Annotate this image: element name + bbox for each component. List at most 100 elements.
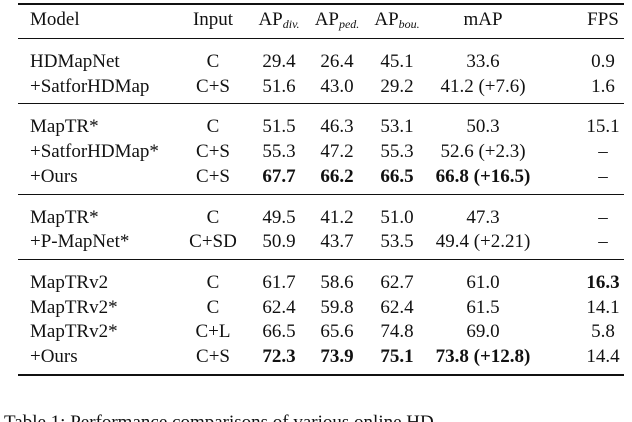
table-cell: 41.2 (+7.6) [440, 75, 526, 97]
header-text: AP [314, 9, 339, 30]
header-cell: APped. [315, 9, 360, 35]
table-cell: C+SD [189, 231, 237, 253]
table-cell: 66.2 [320, 165, 354, 187]
table-cell: 66.8 (+16.5) [435, 165, 531, 187]
table-cell: 62.4 [380, 296, 414, 318]
table-cell: 55.3 [380, 141, 414, 163]
table-cell: 47.3 [466, 206, 500, 228]
table-cell: 43.7 [320, 231, 354, 253]
table-cell: C [206, 271, 220, 293]
table-cell: +P-MapNet* [30, 231, 130, 253]
table-cell: C+S [196, 141, 230, 163]
table-cell: 14.1 [586, 296, 620, 318]
rule [18, 193, 624, 195]
table-cell: 62.7 [380, 271, 414, 293]
header-text: AP [374, 9, 399, 30]
table-cell: 61.5 [466, 296, 500, 318]
table-cell: C [206, 296, 220, 318]
table-cell: 66.5 [262, 321, 296, 343]
header-cell: Model [30, 9, 80, 31]
header-text: Model [30, 9, 80, 30]
table-cell: 29.4 [262, 51, 296, 72]
table-cell: MapTRv2* [30, 296, 118, 318]
table-cell: 47.2 [320, 141, 354, 163]
header-cell: FPS [587, 9, 619, 31]
table-cell: 61.7 [262, 271, 296, 293]
table-cell: 51.6 [262, 75, 296, 97]
header-text: Input [192, 9, 234, 30]
table-cell: MapTR* [30, 206, 99, 228]
table-cell: C [206, 206, 220, 228]
table-cell: 66.5 [380, 165, 414, 187]
table-cell: 26.4 [320, 51, 354, 72]
table-cell: 1.6 [591, 75, 615, 97]
table-cell: 51.0 [380, 206, 414, 228]
header-cell: mAP [463, 9, 502, 31]
header-subscript: bou. [398, 17, 420, 31]
table-cell: 46.3 [320, 116, 354, 138]
table-cell: 29.2 [380, 75, 414, 97]
table-cell: 41.2 [320, 206, 354, 228]
table-cell: C+S [196, 346, 230, 367]
rule [18, 3, 624, 5]
table-cell: 50.3 [466, 116, 500, 138]
table-cell: 52.6 (+2.3) [440, 141, 526, 163]
table-cell: 53.5 [380, 231, 414, 253]
header-text: FPS [587, 9, 619, 30]
table-cell: – [598, 165, 608, 187]
table-cell: 53.1 [380, 116, 414, 138]
table-cell: 49.4 (+2.21) [435, 231, 531, 253]
table-cell: 0.9 [591, 51, 615, 72]
table-cell: 67.7 [262, 165, 296, 187]
table-cell: 69.0 [466, 321, 500, 343]
table-cell: +SatforHDMap* [30, 141, 159, 163]
header-subscript: ped. [338, 17, 360, 31]
table-cell: 74.8 [380, 321, 414, 343]
table-cell: 59.8 [320, 296, 354, 318]
rule [18, 38, 624, 39]
header-text: mAP [463, 9, 503, 30]
table-cell: C [206, 116, 220, 138]
table-cell: 73.9 [320, 346, 354, 367]
table-cell: HDMapNet [30, 51, 120, 72]
table-cell: 73.8 (+12.8) [435, 346, 531, 367]
table-cell: 43.0 [320, 75, 354, 97]
header-text: AP [258, 9, 283, 30]
header-cell: APdiv. [258, 9, 299, 35]
table-cell: 58.6 [320, 271, 354, 293]
table-cell: MapTRv2 [30, 271, 109, 293]
header-subscript: div. [282, 17, 300, 31]
table-cell: – [598, 141, 608, 163]
table-cell: – [598, 206, 608, 228]
table-cell: 72.3 [262, 346, 296, 367]
table-cell: MapTRv2* [30, 321, 118, 343]
rule [18, 373, 624, 376]
table-cell: 14.4 [586, 346, 620, 367]
table-cell: C+S [196, 75, 230, 97]
table-cell: +Ours [30, 346, 78, 367]
table-cell: 50.9 [262, 231, 296, 253]
table-cell: 49.5 [262, 206, 296, 228]
table-cell: C+S [196, 165, 230, 187]
table-cell: 16.3 [586, 271, 620, 293]
table-cell: +Ours [30, 165, 78, 187]
table-cell: MapTR* [30, 116, 99, 138]
table-cell: 33.6 [466, 51, 500, 72]
table-cell: 75.1 [380, 346, 414, 367]
rule [18, 103, 624, 105]
rule [18, 258, 624, 260]
caption: Table 1: Performance comparisons of vari… [4, 412, 434, 422]
table-cell: 51.5 [262, 116, 296, 138]
header-cell: Input [193, 9, 233, 31]
header-cell: APbou. [374, 9, 419, 35]
table-cell: +SatforHDMap [30, 75, 150, 97]
table-cell: 5.8 [591, 321, 615, 343]
table-cell: 55.3 [262, 141, 296, 163]
table-cell: 15.1 [586, 116, 620, 138]
table-cell: 65.6 [320, 321, 354, 343]
table-cell: – [598, 231, 608, 253]
table-cell: C [206, 51, 220, 72]
table-cell: 45.1 [380, 51, 414, 72]
table-cell: C+L [195, 321, 231, 343]
